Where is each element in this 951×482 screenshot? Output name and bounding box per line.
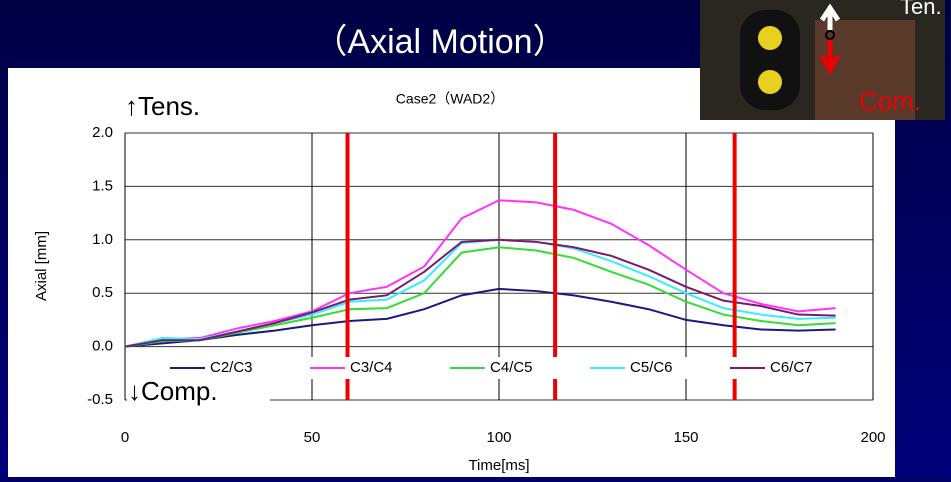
y-tick-label: 0.0: [92, 338, 113, 355]
photo: Ten. Com.: [700, 0, 945, 120]
x-tick-label: 50: [304, 429, 321, 446]
joint-point: [825, 30, 835, 40]
y-axis-label: Axial [mm]: [33, 231, 50, 301]
chart-panel: [8, 68, 895, 477]
legend-label: C5/C6: [630, 359, 673, 376]
annotation: ↑Tens.: [125, 91, 200, 121]
legend-label: C3/C4: [350, 359, 393, 376]
x-tick-label: 150: [673, 429, 698, 446]
dummy-shape: [740, 10, 800, 110]
x-tick-label: 100: [486, 429, 511, 446]
series-line: [124, 246, 836, 348]
series-line: [124, 199, 836, 348]
plot: -0.5 0.0 0.5 1.0 1.5 2.0 0 50 100 150 200 C2/C3 C3/C…: [87, 91, 885, 446]
y-tick-label: 1.5: [92, 177, 113, 194]
legend-bg: [306, 357, 446, 379]
legend-bg: [446, 357, 586, 379]
legend-label: C4/C5: [490, 359, 533, 376]
photo-label: Ten.: [900, 0, 942, 19]
legend-bg: [726, 357, 866, 379]
y-tick-label: 1.0: [92, 231, 113, 248]
x-tick-label: 0: [121, 429, 129, 446]
dummy-target: [758, 70, 782, 94]
legend-label: C6/C7: [770, 359, 813, 376]
y-tick-label: -0.5: [87, 391, 113, 408]
y-tick-label: 2.0: [92, 124, 113, 141]
slide-title: （Axial Motion）: [313, 23, 566, 61]
photo-label: Com.: [859, 86, 921, 116]
x-axis-label: Time[ms]: [468, 457, 529, 474]
y-tick-label: 0.5: [92, 284, 113, 301]
annotation-bg: [127, 373, 270, 411]
compression-arrow: [819, 40, 841, 76]
legend-label: C2/C3: [210, 359, 253, 376]
annotation: ↓Comp.: [128, 376, 218, 406]
chart-title: Case2（WAD2）: [396, 91, 504, 107]
legend-bg: [586, 357, 726, 379]
x-tick-label: 200: [860, 429, 885, 446]
tension-arrow: [819, 3, 841, 30]
series-line: [124, 238, 836, 348]
series-line: [124, 287, 836, 348]
dummy-target: [758, 26, 782, 50]
